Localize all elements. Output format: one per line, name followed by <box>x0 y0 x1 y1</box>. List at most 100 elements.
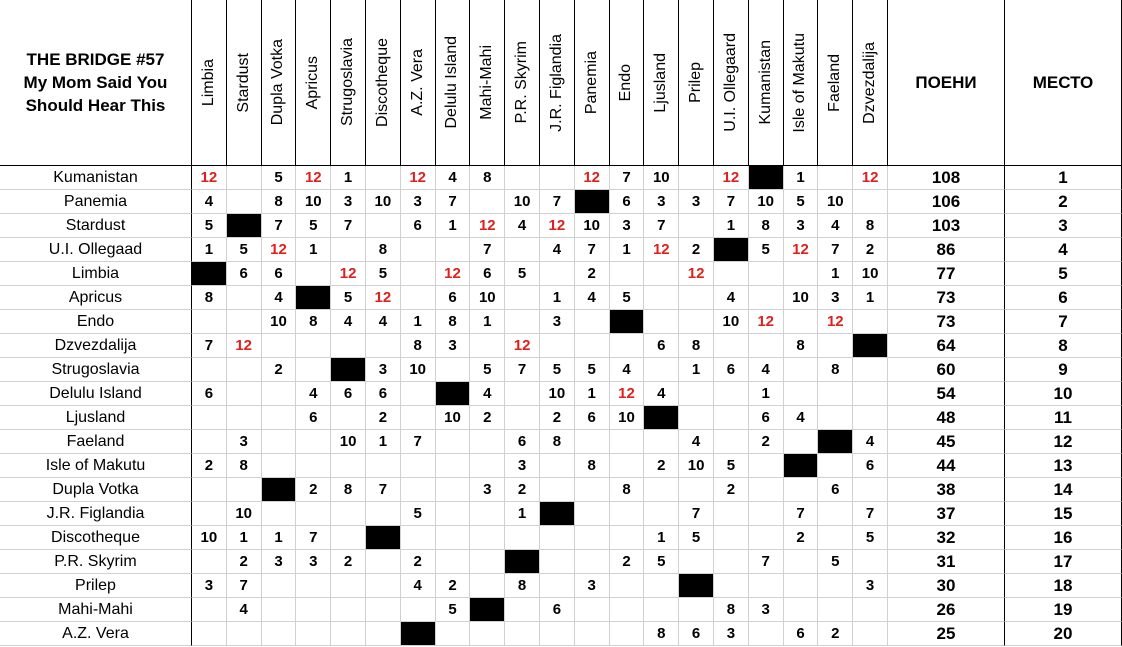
vote-cell: 10 <box>783 286 819 310</box>
empty-cell <box>226 286 262 310</box>
voter-header: J.R. Figlandia <box>540 0 575 166</box>
vote-cell: 8 <box>540 430 575 454</box>
blocked-cell <box>540 502 575 526</box>
empty-cell <box>435 238 471 262</box>
empty-cell <box>261 502 297 526</box>
empty-cell <box>540 262 575 286</box>
empty-cell <box>574 526 610 550</box>
empty-cell <box>783 478 819 502</box>
vote-cell: 12 <box>644 238 680 262</box>
voter-header: Endo <box>609 0 645 166</box>
empty-cell <box>540 478 575 502</box>
empty-cell <box>679 286 714 310</box>
empty-cell <box>192 358 227 382</box>
title-line: THE BRIDGE #57 <box>26 50 165 69</box>
vote-cell: 8 <box>853 214 888 238</box>
voter-header: Panemia <box>574 0 610 166</box>
vote-cell: 6 <box>679 622 714 646</box>
empty-cell <box>331 526 366 550</box>
empty-cell <box>853 598 888 622</box>
vote-cell: 3 <box>818 286 854 310</box>
empty-cell <box>818 502 854 526</box>
vote-cell: 5 <box>574 358 610 382</box>
place-cell: 10 <box>1005 382 1122 406</box>
vote-cell: 5 <box>470 358 506 382</box>
vote-cell: 7 <box>818 238 854 262</box>
place-cell: 17 <box>1005 550 1122 574</box>
vote-cell: 12 <box>226 334 262 358</box>
country-name: Dupla Votka <box>0 478 192 502</box>
vote-cell: 6 <box>261 262 297 286</box>
points-cell: 60 <box>888 358 1005 382</box>
empty-cell <box>331 574 366 598</box>
empty-cell <box>470 430 506 454</box>
vote-cell: 1 <box>853 286 888 310</box>
empty-cell <box>296 454 332 478</box>
country-name: Delulu Island <box>0 382 192 406</box>
country-name: Apricus <box>0 286 192 310</box>
vote-cell: 8 <box>366 238 401 262</box>
empty-cell <box>679 382 714 406</box>
vote-cell: 12 <box>679 262 714 286</box>
vote-cell: 7 <box>714 190 749 214</box>
vote-cell: 7 <box>505 358 540 382</box>
empty-cell <box>400 382 436 406</box>
empty-cell <box>192 598 227 622</box>
empty-cell <box>818 598 854 622</box>
vote-cell: 12 <box>470 214 506 238</box>
empty-cell <box>261 454 297 478</box>
vote-cell: 2 <box>644 454 680 478</box>
points-cell: 77 <box>888 262 1005 286</box>
place-cell: 8 <box>1005 334 1122 358</box>
vote-cell: 2 <box>574 262 610 286</box>
empty-cell <box>435 478 471 502</box>
empty-cell <box>574 478 610 502</box>
empty-cell <box>261 430 297 454</box>
vote-cell: 1 <box>609 238 645 262</box>
vote-cell: 3 <box>540 310 575 334</box>
empty-cell <box>783 430 819 454</box>
voter-header: Faeland <box>818 0 854 166</box>
voter-header: A.Z. Vera <box>400 0 436 166</box>
vote-cell: 2 <box>331 550 366 574</box>
vote-cell: 6 <box>644 334 680 358</box>
vote-cell: 6 <box>192 382 227 406</box>
empty-cell <box>748 574 784 598</box>
vote-cell: 8 <box>261 190 297 214</box>
vote-cell: 10 <box>192 526 227 550</box>
place-cell: 19 <box>1005 598 1122 622</box>
blocked-cell <box>714 238 749 262</box>
voter-header: Discotheque <box>366 0 401 166</box>
vote-cell: 10 <box>609 406 645 430</box>
vote-cell: 1 <box>400 310 436 334</box>
empty-cell <box>505 406 540 430</box>
points-cell: 25 <box>888 622 1005 646</box>
country-name: P.R. Skyrim <box>0 550 192 574</box>
vote-cell: 5 <box>261 166 297 190</box>
vote-cell: 1 <box>366 430 401 454</box>
vote-cell: 12 <box>540 214 575 238</box>
vote-cell: 12 <box>818 310 854 334</box>
vote-cell: 1 <box>574 382 610 406</box>
empty-cell <box>609 574 645 598</box>
vote-cell: 6 <box>818 478 854 502</box>
vote-cell: 12 <box>296 166 332 190</box>
vote-cell: 2 <box>366 406 401 430</box>
empty-cell <box>609 502 645 526</box>
empty-cell <box>331 502 366 526</box>
empty-cell <box>296 262 332 286</box>
empty-cell <box>296 334 332 358</box>
vote-cell: 10 <box>296 190 332 214</box>
empty-cell <box>400 598 436 622</box>
empty-cell <box>609 454 645 478</box>
empty-cell <box>192 406 227 430</box>
vote-cell: 5 <box>192 214 227 238</box>
empty-cell <box>400 454 436 478</box>
vote-cell: 4 <box>540 238 575 262</box>
vote-cell: 2 <box>540 406 575 430</box>
blocked-cell <box>226 214 262 238</box>
empty-cell <box>748 454 784 478</box>
empty-cell <box>192 622 227 646</box>
country-name: Ljusland <box>0 406 192 430</box>
vote-cell: 8 <box>783 334 819 358</box>
